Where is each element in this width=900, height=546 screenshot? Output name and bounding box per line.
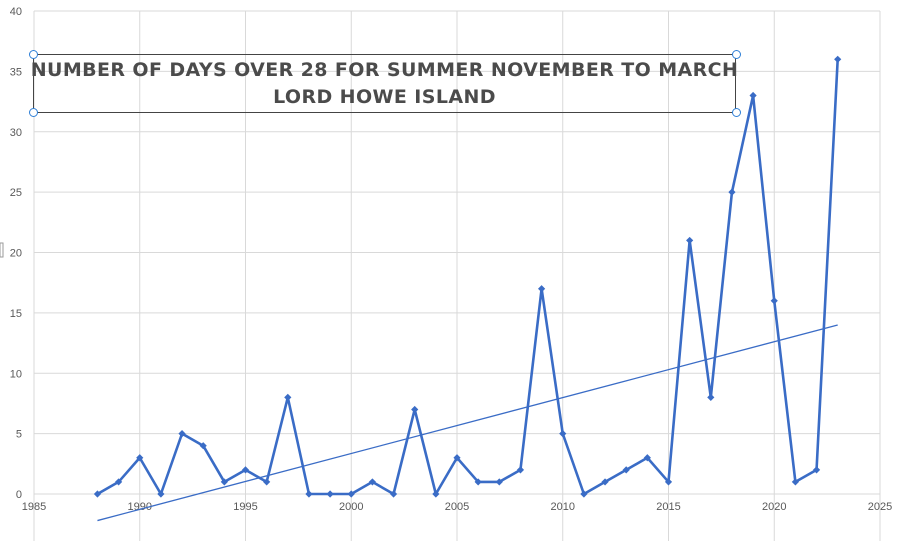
x-tick-label: 2010 [551, 501, 575, 513]
series-days-over-28 [93, 55, 842, 498]
data-point [664, 478, 673, 486]
y-tick-label: 25 [10, 187, 22, 199]
data-point [432, 490, 440, 498]
y-tick-label: 15 [10, 308, 22, 320]
data-point [834, 55, 842, 63]
data-point [220, 478, 228, 486]
x-tick-label: 2025 [868, 501, 892, 513]
y-axis-tick-labels: 0 5 10 15 20 25 30 35 40 [10, 6, 22, 501]
data-point [115, 478, 123, 486]
x-tick-label: 2015 [656, 501, 680, 513]
data-point [580, 490, 588, 498]
chart-title-box[interactable]: NUMBER OF DAYS OVER 28 FOR SUMMER NOVEMB… [30, 54, 739, 113]
x-tick-label: 1985 [22, 501, 46, 513]
vertical-gridlines [33, 11, 881, 541]
data-point [749, 91, 757, 100]
y-tick-label: 35 [10, 66, 22, 78]
data-point [622, 466, 630, 474]
trendline [97, 324, 838, 522]
data-point [199, 442, 207, 450]
y-tick-label: 5 [16, 429, 22, 441]
data-point [305, 490, 313, 498]
x-tick-label: 2005 [445, 501, 469, 513]
linear-trendline [97, 324, 838, 522]
series-line [96, 59, 839, 496]
data-point [495, 478, 503, 486]
title-handle-bottom-right[interactable] [732, 108, 741, 117]
data-point [538, 285, 546, 293]
data-point [241, 466, 250, 474]
x-tick-label: 2000 [339, 501, 363, 513]
data-point [284, 393, 292, 401]
data-point [93, 490, 102, 498]
x-tick-label: 1995 [233, 501, 257, 513]
data-point [389, 490, 398, 498]
y-tick-label: 0 [16, 489, 22, 501]
y-tick-label: 40 [10, 6, 22, 18]
data-point [770, 297, 778, 305]
data-point [326, 490, 334, 498]
chart-title-line-2: LORD HOWE ISLAND [273, 85, 496, 108]
title-handle-top-left[interactable] [29, 50, 38, 59]
left-resize-handle[interactable] [0, 242, 4, 258]
data-point [263, 478, 271, 486]
data-point [516, 466, 525, 474]
data-point [601, 478, 609, 486]
data-point [136, 454, 144, 462]
data-point [707, 393, 715, 401]
y-tick-label: 20 [10, 248, 22, 260]
data-point [791, 478, 799, 486]
data-point [812, 466, 821, 474]
data-point [347, 490, 355, 498]
data-point [157, 490, 165, 498]
data-point [453, 454, 461, 462]
x-axis-tick-labels: 1985 1990 1995 2000 2005 2010 2015 2020 2025 [22, 501, 892, 513]
title-handle-bottom-left[interactable] [29, 108, 38, 117]
horizontal-gridlines [34, 10, 880, 495]
x-tick-label: 2020 [762, 501, 786, 513]
data-point [411, 405, 419, 414]
data-point [368, 478, 376, 486]
title-handle-top-right[interactable] [732, 50, 741, 59]
data-point [728, 188, 736, 196]
y-tick-label: 10 [10, 368, 22, 380]
data-point [686, 236, 694, 245]
y-tick-label: 30 [10, 127, 22, 139]
data-point [643, 454, 651, 462]
data-point [178, 430, 186, 438]
data-point [474, 478, 482, 486]
data-point [559, 430, 567, 438]
x-tick-label: 1990 [128, 501, 152, 513]
chart-title-line-1: NUMBER OF DAYS OVER 28 FOR SUMMER NOVEMB… [30, 58, 739, 81]
